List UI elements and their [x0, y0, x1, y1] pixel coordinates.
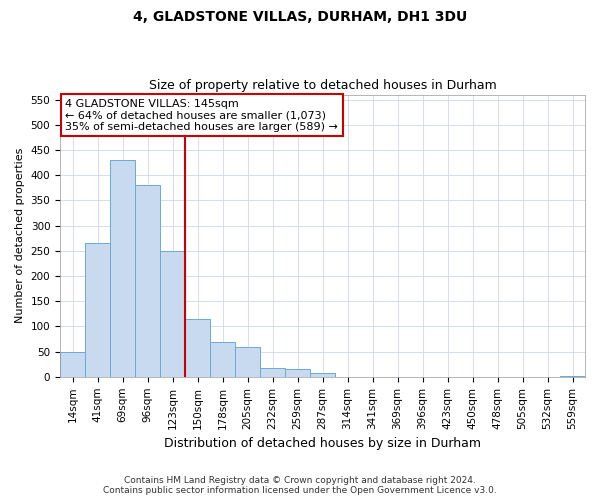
Bar: [210, 342, 235, 377]
Bar: [160, 251, 185, 377]
Y-axis label: Number of detached properties: Number of detached properties: [15, 148, 25, 324]
Bar: [110, 160, 135, 377]
Bar: [260, 368, 285, 377]
X-axis label: Distribution of detached houses by size in Durham: Distribution of detached houses by size …: [164, 437, 481, 450]
Bar: [185, 319, 210, 377]
Bar: [60, 352, 85, 377]
Text: Contains HM Land Registry data © Crown copyright and database right 2024.
Contai: Contains HM Land Registry data © Crown c…: [103, 476, 497, 495]
Bar: [560, 376, 585, 377]
Bar: [85, 243, 110, 377]
Title: Size of property relative to detached houses in Durham: Size of property relative to detached ho…: [149, 79, 496, 92]
Text: 4 GLADSTONE VILLAS: 145sqm
← 64% of detached houses are smaller (1,073)
35% of s: 4 GLADSTONE VILLAS: 145sqm ← 64% of deta…: [65, 99, 338, 132]
Bar: [285, 370, 310, 377]
Bar: [135, 186, 160, 377]
Text: 4, GLADSTONE VILLAS, DURHAM, DH1 3DU: 4, GLADSTONE VILLAS, DURHAM, DH1 3DU: [133, 10, 467, 24]
Bar: [310, 374, 335, 377]
Bar: [235, 346, 260, 377]
